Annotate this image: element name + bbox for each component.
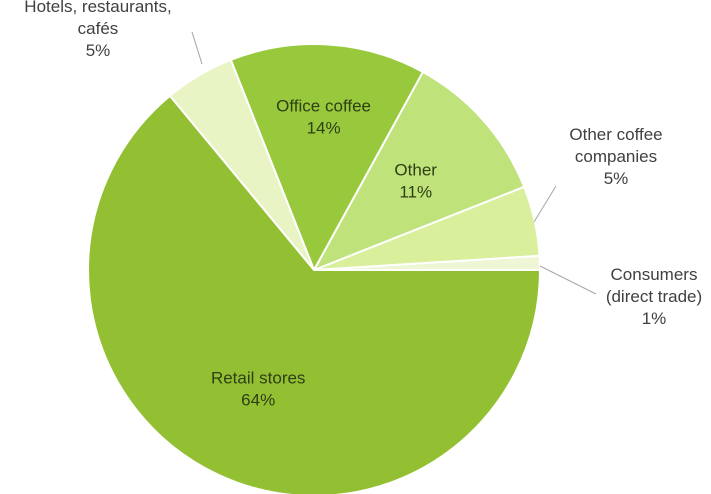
slice-labels: Consumers (direct trade) 1% Other coffee com… [24, 0, 702, 410]
data-label-percent: 64% [241, 391, 275, 410]
data-label-category: (direct trade) [606, 287, 702, 306]
data-label-category: Other [394, 160, 437, 179]
data-label-percent: 14% [307, 119, 341, 138]
leader-line-hotels-restaurants-caf-s [191, 31, 203, 65]
pie-slices [87, 43, 541, 494]
data-label-percent: 1% [642, 309, 667, 328]
pie-slice-retail-stores [87, 94, 541, 494]
data-label-percent: 5% [86, 41, 111, 60]
data-label-percent: 11% [399, 182, 432, 201]
pie-slice-office-coffee [229, 43, 424, 271]
data-label-consumers-direct-trade: Consumers (direct trade) 1% [606, 265, 702, 328]
data-label-category: companies [575, 147, 657, 166]
data-label-category: cafés [78, 19, 119, 38]
data-label-category: Hotels, restaurants, [24, 0, 171, 16]
data-label-office-coffee: Office coffee 14% [276, 97, 371, 138]
data-label-percent: 5% [604, 169, 629, 188]
data-label-category: Consumers [611, 265, 698, 284]
leader-line-other-coffee-companies [533, 185, 557, 223]
leader-lines [191, 31, 597, 295]
data-label-retail-stores: Retail stores 64% [211, 369, 305, 410]
data-label-other: Other 11% [394, 160, 437, 201]
data-label-category: Office coffee [276, 97, 371, 116]
data-label-hotels-restaurants-caf-s: Hotels, restaurants, cafés 5% [24, 0, 171, 60]
leader-line-consumers-direct-trade [539, 265, 597, 295]
data-label-other-coffee-companies: Other coffee companies 5% [569, 125, 662, 188]
data-label-category: Retail stores [211, 369, 305, 388]
pie-slice-other [313, 70, 526, 271]
data-label-category: Other coffee [569, 125, 662, 144]
